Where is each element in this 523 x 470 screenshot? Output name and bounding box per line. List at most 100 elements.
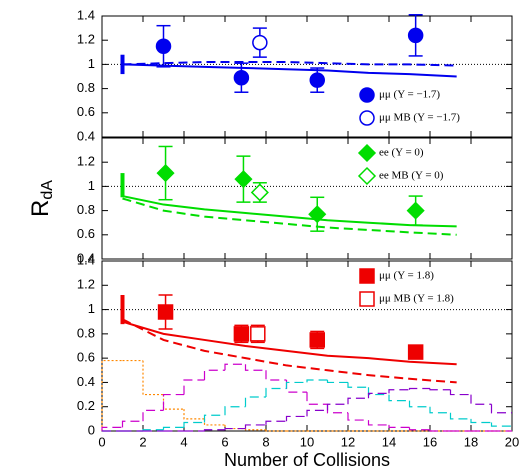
histogram-step — [183, 421, 205, 428]
legend-label: ee MB (Y = 0) — [379, 170, 444, 182]
histogram-step — [203, 429, 225, 431]
histogram-step — [162, 394, 184, 410]
model-curve — [122, 60, 457, 67]
legend-symbol — [359, 268, 375, 284]
model-curve — [122, 63, 457, 78]
model-curve — [122, 320, 457, 366]
histogram-step — [265, 387, 287, 397]
y-tick-label: 1 — [88, 301, 95, 316]
data-point — [407, 344, 424, 360]
legend-symbol — [357, 166, 377, 186]
histogram-step — [101, 426, 123, 431]
x-tick-label: 12 — [341, 434, 355, 449]
x-tick-label: 14 — [382, 434, 396, 449]
x-tick-label: 10 — [300, 434, 314, 449]
histogram-step — [265, 420, 287, 425]
y-tick-label: 0.6 — [77, 226, 95, 241]
data-point — [250, 183, 269, 202]
histogram-step — [347, 397, 369, 405]
histogram-step — [490, 422, 512, 427]
histogram-step — [183, 379, 205, 395]
y-tick-label: 1.4 — [77, 252, 95, 267]
histogram-step — [244, 428, 266, 431]
histogram-step — [244, 364, 266, 371]
histogram-step — [449, 412, 471, 420]
y-axis-label-main: R — [27, 200, 54, 217]
histogram-step — [203, 414, 225, 423]
histogram-step — [388, 389, 410, 394]
y-tick-label: 1 — [88, 178, 95, 193]
histogram-step — [162, 393, 184, 411]
histogram-step — [203, 369, 225, 380]
y-axis-label-sub: dA — [39, 180, 56, 200]
data-point — [233, 326, 250, 342]
y-tick-label: 1.2 — [77, 32, 95, 47]
y-tick-label: 0.6 — [77, 350, 95, 365]
y-tick-label: 1.2 — [77, 154, 95, 169]
data-point — [309, 332, 325, 348]
histogram-step — [470, 394, 492, 405]
histogram-step — [244, 424, 266, 429]
histogram-step — [490, 404, 512, 414]
legend-symbol — [359, 110, 375, 126]
y-tick-label: 1 — [88, 56, 95, 71]
histogram-step — [265, 429, 287, 432]
histogram-step — [326, 380, 348, 384]
histogram-step — [408, 427, 430, 431]
histogram-step — [388, 424, 410, 428]
data-point — [406, 201, 425, 220]
data-point — [250, 326, 266, 342]
x-tick-label: 8 — [262, 434, 269, 449]
x-tick-label: 18 — [464, 434, 478, 449]
y-tick-label: 0.8 — [77, 202, 95, 217]
legend-label: μμ MB (Y = 1.8) — [379, 293, 454, 305]
histogram-step — [408, 400, 430, 408]
data-point — [233, 69, 250, 86]
histogram-step — [101, 359, 123, 431]
y-tick-label: 0.4 — [77, 250, 95, 265]
histogram-step — [429, 388, 451, 391]
data-point — [309, 72, 325, 88]
y-tick-label: 0.8 — [77, 325, 95, 340]
histogram-step — [203, 418, 225, 426]
histogram-step — [183, 409, 205, 420]
data-point — [407, 27, 424, 44]
y-tick-label: 0.2 — [77, 398, 95, 413]
data-point — [234, 170, 253, 189]
histogram-step — [142, 409, 164, 422]
histogram-step — [224, 363, 246, 371]
histogram-step — [408, 387, 430, 390]
histogram-step — [224, 427, 246, 430]
x-tick-label: 4 — [180, 434, 187, 449]
histogram-step — [285, 381, 307, 389]
data-point — [157, 304, 174, 320]
histogram-step — [470, 418, 492, 424]
y-tick-label: 0.8 — [77, 80, 95, 95]
x-tick-label: 2 — [139, 434, 146, 449]
histogram-step — [121, 420, 143, 428]
x-axis-label: Number of Collisions — [224, 450, 390, 470]
x-tick-label: 0 — [98, 434, 105, 449]
y-tick-label: 0.4 — [77, 374, 95, 389]
histogram-step — [347, 382, 369, 388]
histogram-step — [224, 406, 246, 416]
histogram-step — [285, 380, 307, 393]
y-tick-label: 1.2 — [77, 277, 95, 292]
data-point — [252, 34, 268, 51]
histogram-step — [367, 392, 389, 399]
x-tick-label: 20 — [505, 434, 519, 449]
data-point — [155, 38, 172, 54]
histogram-step — [388, 394, 410, 402]
legend-label: μμ (Y = −1.7) — [379, 89, 440, 101]
model-curve — [122, 318, 457, 384]
y-tick-label: 0.4 — [77, 128, 95, 143]
histogram-step — [306, 379, 328, 383]
x-tick-label: 16 — [423, 434, 437, 449]
legend-label: μμ MB (Y = −1.7) — [379, 112, 460, 124]
histogram-step — [449, 389, 471, 396]
legend-symbol — [359, 291, 375, 307]
model-curve — [122, 195, 457, 228]
histogram-step — [244, 396, 266, 407]
histogram-step — [326, 403, 348, 411]
